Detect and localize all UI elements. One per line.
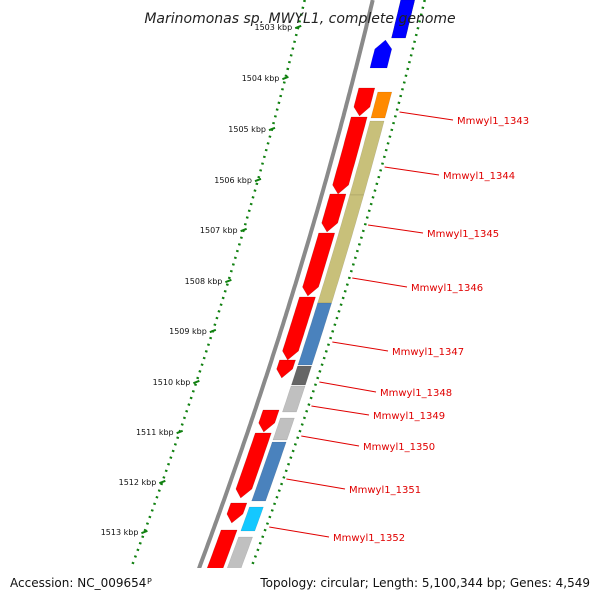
cog-feature-7 [297, 302, 332, 366]
cog-feature-12 [240, 506, 264, 532]
cog-feature-9 [282, 385, 306, 413]
gene-label: Mmwyl1_1351 [349, 485, 421, 496]
cds-feature-9 [226, 502, 248, 524]
cog-feature-3 [369, 39, 393, 69]
cds-feature-6 [276, 359, 296, 379]
gene-label: Mmwyl1_1344 [443, 171, 515, 182]
tick-label: 1506 kbp [214, 176, 252, 185]
cds-feature-7 [258, 409, 280, 433]
gene-leader-line [332, 341, 389, 352]
tick-label: 1504 kbp [242, 74, 280, 83]
genome-stats-text: Topology: circular; Length: 5,100,344 bp… [259, 576, 590, 590]
gene-leader-line [319, 381, 377, 393]
tick-mark [225, 278, 232, 284]
gene-leader-line [311, 405, 370, 416]
cog-feature-10 [272, 417, 295, 441]
gene-label: Mmwyl1_1345 [427, 229, 499, 240]
cds-feature-2 [332, 116, 368, 195]
tick-label: 1513 kbp [101, 528, 139, 537]
gene-label: Mmwyl1_1343 [457, 116, 529, 127]
gene-labels: Mmwyl1_1343 Mmwyl1_1344 Mmwyl1_1345 Mmwyl1_… [269, 111, 529, 544]
gene-leader-line [384, 166, 440, 176]
cog-feature-track [214, 0, 415, 600]
gene-label: Mmwyl1_1348 [380, 388, 452, 399]
kbp-ticks: 1503 kbp 1504 kbp 1505 kbp 1506 kbp 1507 kbp… [101, 23, 302, 537]
tick-label: 1509 kbp [169, 327, 207, 336]
cds-feature-8 [235, 432, 272, 499]
gene-leader-line [286, 478, 346, 490]
backbone-line [185, 0, 375, 600]
tick-mark [268, 126, 276, 132]
tick-mark [294, 24, 302, 30]
tick-mark [240, 227, 247, 233]
accession-text: Accession: NC_009654 [10, 576, 146, 590]
gene-leader-line [399, 111, 454, 121]
cds-feature-3 [321, 193, 347, 233]
cds-feature-4 [302, 232, 336, 297]
cds-feature-5 [282, 296, 316, 361]
cog-feature-11 [251, 441, 287, 502]
tick-mark [193, 379, 200, 385]
tick-label: 1511 kbp [136, 428, 174, 437]
gene-leader-line [352, 277, 408, 288]
genome-backbone [185, 0, 375, 600]
tick-mark [282, 75, 289, 81]
tick-mark [254, 177, 262, 183]
gene-leader-line [269, 526, 330, 538]
cog-feature-4 [370, 91, 393, 119]
footer-background [0, 568, 600, 600]
tick-mark [141, 529, 148, 535]
gene-label: Mmwyl1_1349 [373, 411, 445, 422]
gene-label: Mmwyl1_1347 [392, 347, 464, 358]
tick-label: 1503 kbp [255, 23, 293, 32]
tick-mark [209, 328, 217, 334]
cds-feature-track [197, 87, 376, 600]
gene-label: Mmwyl1_1346 [411, 283, 483, 294]
cog-feature-8 [291, 365, 312, 386]
gene-leader-line [301, 435, 360, 447]
tick-mark [158, 479, 166, 485]
tick-mark [176, 429, 184, 435]
tick-label: 1508 kbp [185, 277, 223, 286]
scale-line-outer [117, 0, 306, 600]
tick-label: 1512 kbp [119, 478, 157, 487]
tick-label: 1507 kbp [200, 226, 238, 235]
gene-label: Mmwyl1_1350 [363, 442, 435, 453]
dotted-scale-lines [117, 0, 426, 600]
gene-leader-line [368, 224, 424, 234]
tick-label: 1510 kbp [153, 378, 191, 387]
cds-feature-1 [353, 87, 376, 117]
tick-label: 1505 kbp [228, 125, 266, 134]
map-title: Marinomonas sp. MWYL1, complete genome [144, 11, 455, 27]
cog-feature-2 [391, 0, 415, 39]
accession-tail-text: P [147, 577, 152, 586]
gene-label: Mmwyl1_1352 [333, 533, 405, 544]
